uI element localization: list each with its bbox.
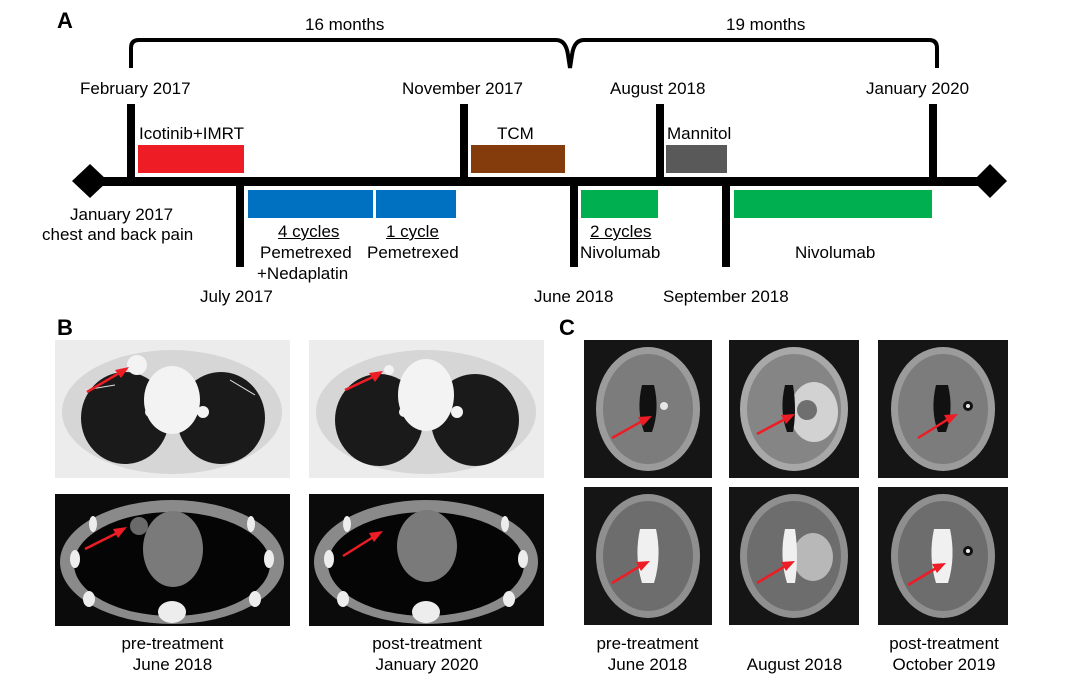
caption-c-aug: August 2018 [732,654,857,675]
caption-c-aug-line1: August 2018 [746,655,843,674]
caption-b-post: post-treatment January 2020 [352,633,502,675]
tick-nov-2017 [460,104,468,181]
ct-mediastinal-window-pre [55,494,290,626]
caption-b-post-line1: post-treatment [372,634,482,653]
bar-icotinib [138,145,244,173]
mri-flair-pre [584,340,712,478]
label-tcm: TCM [497,124,534,143]
start-symptom: chest and back pain [42,225,194,244]
bar-tcm [471,145,565,173]
span-19-months: 19 months [726,15,806,34]
label-nivolumab-1: Nivolumab [580,243,661,262]
date-nov-2017: November 2017 [402,79,523,98]
caption-b-post-line2: January 2020 [375,655,479,674]
date-jan-2020: January 2020 [866,79,970,98]
label-nedaplatin: +Nedaplatin [257,264,349,283]
panel-c-label: C [559,315,575,340]
label-4-cycles: 4 cycles [278,222,340,241]
caption-c-post: post-treatment October 2019 [876,633,1012,675]
mri-flair-post [878,340,1008,478]
brace-16-months [129,38,939,69]
date-jul-2017: July 2017 [200,287,273,306]
label-1-cycle: 1 cycle [386,222,439,241]
label-mannitol: Mannitol [667,124,732,143]
bar-nivolumab-1 [581,190,658,218]
ct-lung-window-post [309,340,544,478]
label-icotinib: Icotinib+IMRT [139,124,245,143]
caption-c-pre-line2: June 2018 [607,655,688,674]
bar-pem-nedaplatin [248,190,373,218]
axis-start-diamond [72,164,108,198]
label-nivolumab-2: Nivolumab [795,243,876,262]
caption-b-pre-line2: June 2018 [132,655,213,674]
date-feb-2017: February 2017 [80,79,191,98]
tick-aug-2018 [656,104,664,181]
timeline-axis [88,177,992,186]
start-date: January 2017 [70,205,174,224]
tick-jul-2017 [236,181,244,267]
date-jun-2018: June 2018 [534,287,614,306]
caption-c-post-line2: October 2019 [892,655,996,674]
mri-t2-post [878,487,1008,625]
caption-b-pre-line1: pre-treatment [121,634,224,653]
label-2-cycles: 2 cycles [590,222,652,241]
tick-jun-2018 [570,181,578,267]
bar-nivolumab-2 [734,190,932,218]
tick-feb-2017 [127,104,135,181]
date-sep-2018: September 2018 [663,287,789,306]
timeline-graphic [72,38,1007,267]
label-pemetrexed-a: Pemetrexed [260,243,352,262]
caption-b-pre: pre-treatment June 2018 [105,633,240,675]
mri-t2-pre [584,487,712,625]
date-aug-2018: August 2018 [610,79,706,98]
mri-t2-aug [729,487,859,625]
axis-end-diamond [973,164,1007,198]
ct-lung-window-pre [55,340,290,478]
panel-b-label: B [57,315,73,340]
caption-c-post-line1: post-treatment [889,634,999,653]
panel-a-label: A [57,8,73,33]
caption-c-pre: pre-treatment June 2018 [580,633,715,675]
tick-sep-2018 [722,181,730,267]
ct-mediastinal-window-post [309,494,544,626]
caption-c-pre-line1: pre-treatment [596,634,699,653]
span-16-months: 16 months [305,15,385,34]
tick-jan-2020 [929,104,937,181]
label-pemetrexed-b: Pemetrexed [367,243,459,262]
bar-pemetrexed [376,190,456,218]
bar-mannitol [666,145,727,173]
mri-flair-aug [729,340,859,478]
